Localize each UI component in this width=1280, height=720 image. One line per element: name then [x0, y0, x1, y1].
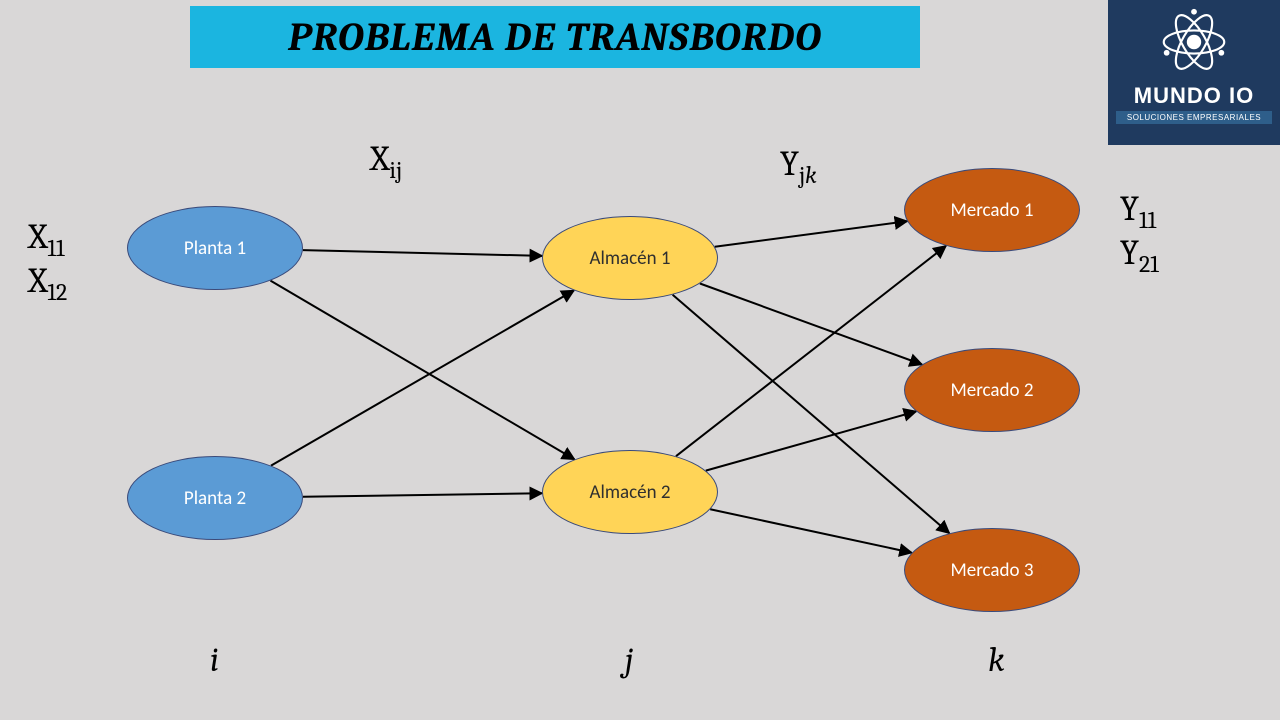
edge-a1-m1: [715, 221, 907, 247]
page-title: PROBLEMA DE TRANSBORDO: [190, 6, 920, 68]
brand-logo: MUNDO IO SOLUCIONES EMPRESARIALES: [1108, 0, 1280, 145]
index-label-i: i: [210, 640, 219, 680]
index-label-j: j: [625, 640, 633, 680]
edge-p2-a1: [271, 290, 574, 465]
node-p2: Planta 2: [127, 456, 303, 540]
node-m2: Mercado 2: [904, 348, 1080, 432]
math-label-yjk: Yjk: [780, 145, 817, 184]
edge-a2-m2: [706, 411, 916, 470]
node-p1: Planta 1: [127, 206, 303, 290]
index-label-k: k: [988, 640, 1005, 680]
atom-icon: [1158, 6, 1230, 78]
math-label-y11: Y11: [1120, 190, 1156, 229]
edge-a2-m3: [710, 509, 912, 552]
logo-title: MUNDO IO: [1108, 83, 1280, 109]
edge-p1-a2: [270, 281, 574, 460]
math-label-xij: Xij: [370, 140, 402, 179]
math-label-x11: X11: [28, 218, 65, 257]
edge-p1-a1: [303, 250, 542, 256]
edge-a1-m2: [700, 283, 922, 364]
edges-layer: [0, 0, 1280, 720]
node-a2: Almacén 2: [542, 450, 718, 534]
diagram-stage: PROBLEMA DE TRANSBORDO MUNDO IO SOLUCIONES…: [0, 0, 1280, 720]
edge-p2-a2: [303, 493, 542, 496]
math-label-x12: X12: [28, 262, 67, 301]
node-m3: Mercado 3: [904, 528, 1080, 612]
edge-a2-m1: [676, 246, 946, 456]
node-m1: Mercado 1: [904, 168, 1080, 252]
node-a1: Almacén 1: [542, 216, 718, 300]
logo-subtitle: SOLUCIONES EMPRESARIALES: [1116, 111, 1272, 124]
math-label-y21: Y21: [1120, 234, 1159, 273]
